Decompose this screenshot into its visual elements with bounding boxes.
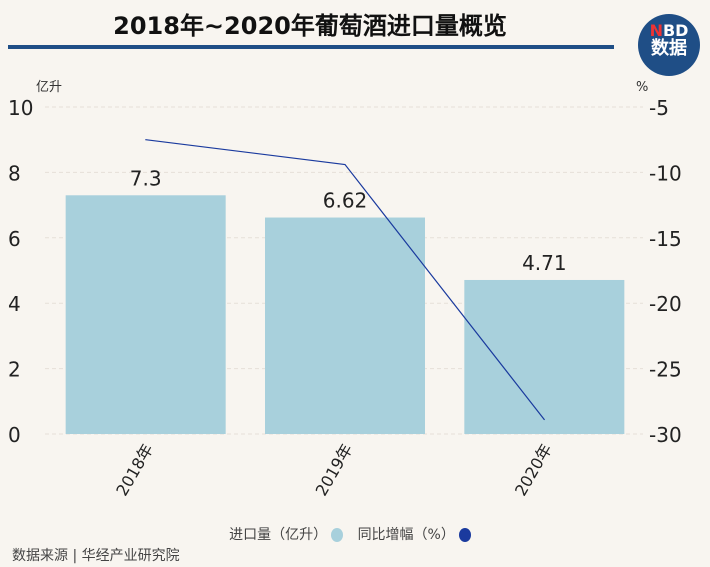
legend-line-label: 同比增幅（%） <box>357 527 455 543</box>
right-tick-label: -20 <box>649 292 682 316</box>
title-divider <box>8 45 614 49</box>
left-tick-label: 8 <box>8 161 21 185</box>
x-tick-label: 2019年 <box>312 441 357 500</box>
left-tick-label: 10 <box>8 96 33 120</box>
legend-bar-label: 进口量（亿升） <box>229 527 328 543</box>
right-axis-unit: % <box>636 80 648 95</box>
legend-bar-swatch <box>331 528 344 542</box>
line-point <box>145 139 147 141</box>
bar-data-label: 4.71 <box>522 251 567 275</box>
legend: 进口量（亿升） 同比增幅（%） <box>0 524 710 544</box>
right-tick-label: -5 <box>649 96 669 120</box>
left-tick-label: 6 <box>8 227 21 251</box>
right-tick-label: -15 <box>649 227 682 251</box>
left-tick-label: 4 <box>8 292 21 316</box>
line-point <box>543 419 545 421</box>
nbd-logo: NBD 数据 <box>638 14 700 76</box>
right-tick-label: -25 <box>649 358 682 382</box>
bar <box>265 217 425 434</box>
bar-data-label: 7.3 <box>130 166 162 190</box>
chart-title: 2018年~2020年葡萄酒进口量概览 <box>113 12 507 40</box>
left-tick-label: 0 <box>8 423 21 447</box>
bar-data-label: 6.62 <box>323 189 368 213</box>
left-tick-label: 2 <box>8 358 21 382</box>
legend-line-swatch <box>458 528 471 542</box>
bar <box>464 279 625 434</box>
bar <box>65 195 226 434</box>
line-point <box>344 164 346 166</box>
x-tick-label: 2018年 <box>112 441 157 500</box>
right-tick-label: -30 <box>649 423 682 447</box>
x-tick-label: 2020年 <box>511 441 556 500</box>
source-note: 数据来源 | 华经产业研究院 <box>12 548 180 564</box>
right-tick-label: -10 <box>649 161 682 185</box>
left-axis-unit: 亿升 <box>36 80 62 95</box>
